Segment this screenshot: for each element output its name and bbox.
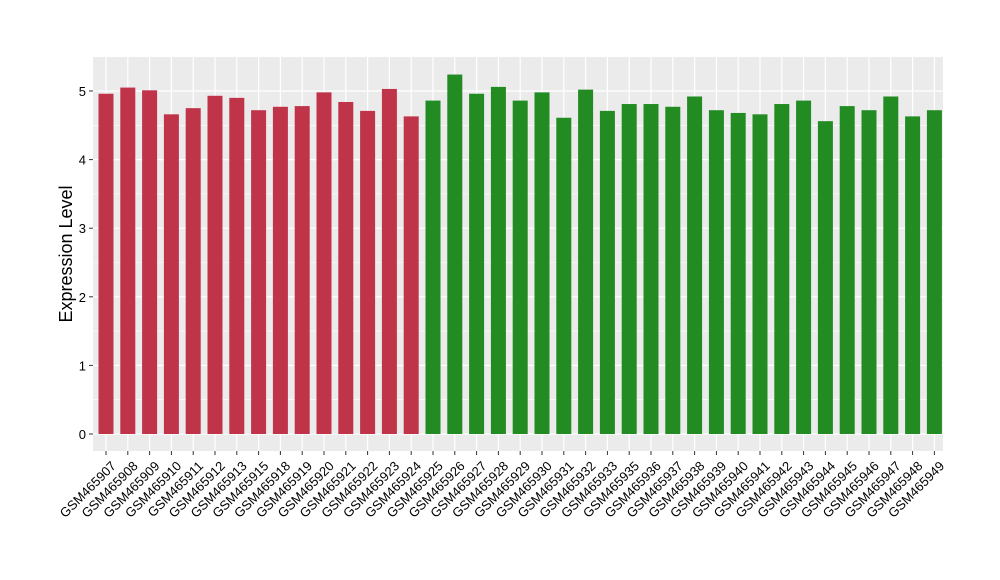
bar-GSM465921 (338, 101, 354, 434)
bar-GSM465946 (861, 110, 877, 435)
bar-GSM465909 (142, 90, 158, 434)
bar-GSM465924 (403, 116, 419, 434)
y-tick-label-2: 2 (79, 290, 86, 305)
bar-GSM465932 (578, 89, 594, 434)
bar-GSM465923 (381, 88, 397, 434)
bar-GSM465907 (98, 93, 114, 435)
bar-GSM465912 (207, 95, 223, 435)
x-axis: GSM465907GSM465908GSM465909GSM465910GSM4… (57, 451, 947, 521)
y-tick-label-3: 3 (79, 221, 86, 236)
y-tick-label-4: 4 (79, 153, 86, 168)
bar-GSM465939 (708, 110, 724, 435)
bar-GSM465944 (817, 121, 833, 435)
bar-GSM465918 (272, 106, 288, 434)
bar-GSM465913 (229, 97, 245, 435)
bar-GSM465928 (490, 86, 506, 434)
y-tick-label-1: 1 (79, 358, 86, 373)
bar-GSM465931 (556, 117, 572, 434)
bar-GSM465911 (185, 108, 201, 435)
bar-GSM465945 (839, 106, 855, 434)
bar-GSM465927 (469, 93, 485, 435)
bar-GSM465943 (796, 100, 812, 434)
bar-GSM465925 (425, 100, 441, 434)
bar-GSM465933 (599, 110, 615, 434)
bar-GSM465938 (687, 96, 703, 435)
y-axis: 0 1 2 3 4 5 (79, 84, 93, 442)
bar-GSM465940 (730, 112, 746, 434)
bar-GSM465920 (316, 92, 332, 435)
bar-GSM465936 (643, 104, 659, 434)
bar-GSM465926 (447, 74, 463, 434)
bar-GSM465922 (360, 110, 376, 434)
bar-GSM465948 (905, 116, 921, 434)
y-axis-title: Expression Level (56, 185, 76, 322)
bar-GSM465935 (621, 104, 637, 434)
y-tick-label-5: 5 (79, 84, 86, 99)
y-tick-label-0: 0 (79, 427, 86, 442)
bar-GSM465919 (294, 106, 310, 434)
bars (98, 74, 942, 435)
bar-GSM465908 (120, 87, 136, 434)
bar-GSM465947 (883, 96, 899, 435)
bar-GSM465930 (534, 92, 550, 435)
bar-GSM465929 (512, 100, 528, 434)
bar-GSM465941 (752, 114, 768, 434)
bar-GSM465942 (774, 104, 790, 434)
bar-GSM465910 (163, 114, 179, 434)
bar-GSM465949 (926, 110, 942, 435)
bar-GSM465937 (665, 106, 681, 434)
bar-GSM465915 (251, 110, 267, 435)
